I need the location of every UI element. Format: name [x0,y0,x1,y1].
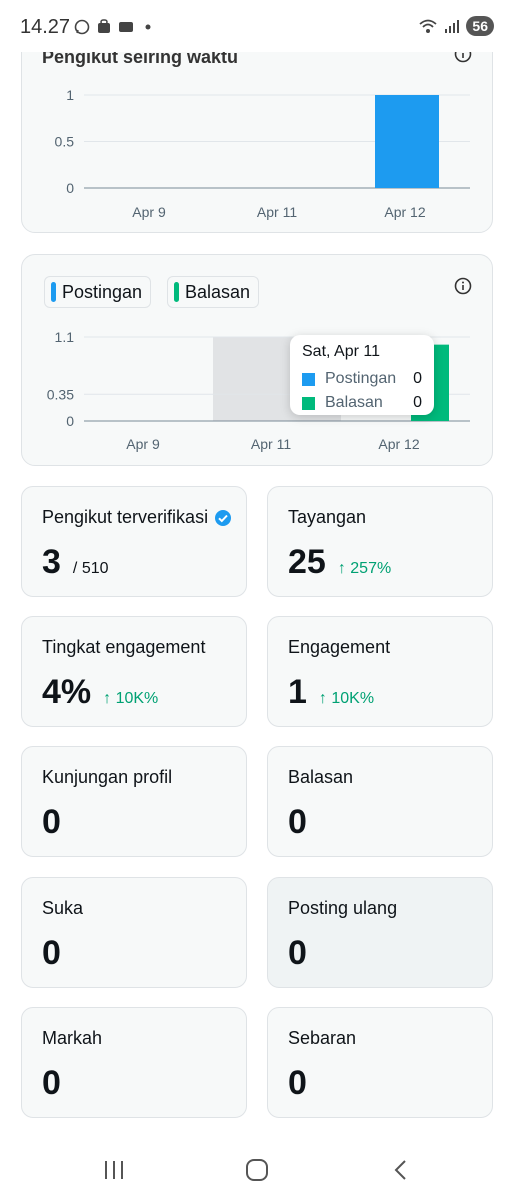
tooltip-title: Sat, Apr 11 [302,343,380,360]
stat-label: Tayangan [288,507,367,527]
tooltip-value: 0 [413,394,422,411]
stat-label: Tingkat engagement [42,637,206,657]
recent-apps-icon[interactable] [100,1158,128,1182]
system-nav-bar [0,1140,514,1199]
chart-tooltip: Sat, Apr 11 Postingan 0 Balasan 0 [290,335,434,415]
signal-icon [445,20,460,33]
stat-label: Balasan [288,767,354,787]
stat-label: Suka [42,898,84,918]
stat-total: / 510 [72,560,109,577]
status-bar: 14.27 56 [0,0,514,52]
wifi-icon [419,19,438,33]
stat-card-impressions[interactable]: Tayangan 25 ↑ 257% [267,486,493,597]
stat-card-likes[interactable]: Suka 0 [21,877,247,988]
verified-badge-icon [215,509,232,526]
stat-value: 0 [288,803,307,841]
stat-value: 0 [288,934,307,972]
legend-label: Postingan [62,281,143,302]
stat-label: Markah [42,1028,103,1048]
dot-icon [145,24,151,30]
stat-value: 0 [288,1064,307,1102]
stat-value-number: 4% [42,673,92,711]
activity-chart-card: Postingan Balasan 1.1 0.35 0 Apr 9 Apr 11 Apr… [21,254,493,466]
y-tick-label: 1.1 [55,329,75,345]
tooltip-row-postingan: Postingan 0 [302,367,422,391]
status-right: 56 [418,16,494,36]
tooltip-label: Postingan [325,370,397,387]
stat-value: 25 ↑ 257% [288,543,391,582]
whatsapp-icon [74,19,90,35]
shop-icon [98,19,110,33]
y-tick-label: 0.35 [47,386,74,402]
chart-title: Pengikut seiring waktu [42,47,239,67]
tooltip-row-balasan: Balasan 0 [302,391,422,415]
battery-indicator: 56 [466,16,494,36]
y-tick-label: 0 [66,180,74,196]
followers-chart-card: Pengikut seiring waktu 1 0.5 0 Apr 9 Apr 11 A… [21,20,493,233]
stat-value: 4% ↑ 10K% [42,673,158,712]
legend-balasan[interactable]: Balasan [167,276,260,308]
stat-value-number: 1 [288,673,307,711]
stat-card-verified-followers[interactable]: Pengikut terverifikasi 3 / 510 [21,486,247,597]
stat-card-replies[interactable]: Balasan 0 [267,746,493,857]
legend-label: Balasan [185,281,251,302]
info-icon[interactable] [454,277,472,295]
x-tick-label: Apr 9 [126,436,160,452]
y-tick-label: 0 [66,413,74,429]
tooltip-value: 0 [413,370,422,387]
stat-delta: ↑ 10K% [103,690,159,707]
notification-icons [74,19,156,35]
followers-chart: 1 0.5 0 Apr 9 Apr 11 Apr 12 [55,87,470,220]
stat-value-number: 3 [42,543,61,581]
stat-value: 0 [42,934,61,972]
legend-swatch-balasan [174,282,179,302]
stat-label-text: Pengikut terverifikasi [42,507,209,527]
x-tick-label: Apr 11 [257,204,297,220]
stat-value-number: 25 [288,543,326,581]
stat-label: Kunjungan profil [42,767,173,787]
stat-card-shares[interactable]: Sebaran 0 [267,1007,493,1118]
stat-value: 0 [42,803,61,841]
status-time: 14.27 [20,16,71,38]
stat-card-bookmarks[interactable]: Markah 0 [21,1007,247,1118]
x-tick-label: Apr 12 [384,204,425,220]
home-icon[interactable] [243,1158,271,1182]
stat-card-engagement-rate[interactable]: Tingkat engagement 4% ↑ 10K% [21,616,247,727]
stat-card-profile-visits[interactable]: Kunjungan profil 0 [21,746,247,857]
legend-postingan[interactable]: Postingan [44,276,152,308]
message-icon [119,22,133,32]
x-tick-label: Apr 9 [132,204,166,220]
tooltip-swatch [302,372,315,386]
tooltip-swatch [302,396,315,410]
stat-value: 1 ↑ 10K% [288,673,374,712]
stat-value: 0 [42,1064,61,1102]
stat-delta: ↑ 257% [337,560,392,577]
stat-value: 3 / 510 [42,543,109,582]
stat-label: Sebaran [288,1028,357,1048]
y-tick-label: 0.5 [55,134,75,150]
stat-label: Posting ulang [288,898,398,918]
stat-label: Engagement [288,637,391,657]
bar [375,95,439,188]
back-icon[interactable] [388,1158,416,1182]
stat-delta: ↑ 10K% [318,690,375,707]
legend-swatch-postingan [51,282,56,302]
stat-label: Pengikut terverifikasi [42,507,232,528]
stat-card-engagements[interactable]: Engagement 1 ↑ 10K% [267,616,493,727]
x-tick-label: Apr 12 [378,436,419,452]
tooltip-label: Balasan [325,394,383,411]
y-tick-label: 1 [66,87,74,103]
stat-card-reposts[interactable]: Posting ulang 0 [267,877,493,988]
x-tick-label: Apr 11 [251,436,291,452]
